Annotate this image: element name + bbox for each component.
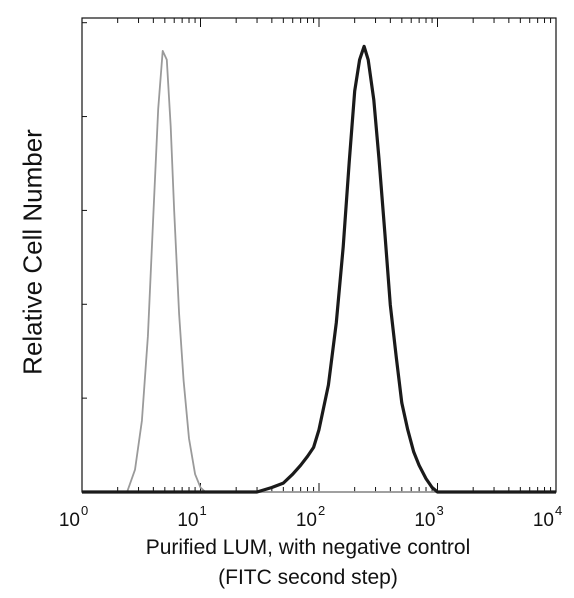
- x-tick-label: 10 2: [296, 503, 325, 531]
- x-tick-label-base: 10: [414, 510, 435, 531]
- x-tick-label-base: 10: [59, 510, 80, 531]
- series-line-lum: [82, 44, 556, 494]
- x-tick-label-exponent: 4: [555, 503, 562, 518]
- x-tick-label-exponent: 0: [81, 503, 88, 518]
- x-tick-label-base: 10: [177, 510, 198, 531]
- x-axis-label: Purified LUM, with negative control: [145, 536, 471, 559]
- x-tick-label-exponent: 3: [437, 503, 444, 518]
- x-axis-ticks: [81, 18, 557, 492]
- series-layer: [82, 44, 556, 494]
- x-tick-label-base: 10: [296, 510, 317, 531]
- series-line-negative-control: [82, 50, 556, 493]
- x-tick-label-exponent: 1: [200, 503, 207, 518]
- x-tick-label: 10 4: [533, 503, 562, 531]
- x-tick-label: 10 3: [414, 503, 443, 531]
- x-tick-label-exponent: 2: [318, 503, 325, 518]
- plot-frame: [81, 17, 557, 493]
- y-axis-ticks: [82, 22, 87, 399]
- y-axis-label: Relative Cell Number: [17, 129, 48, 375]
- x-axis-tick-labels: 10 0 10 1 10 2 10 3 10 4: [59, 503, 562, 531]
- x-axis-label-note: (FITC second step): [218, 566, 398, 589]
- x-tick-label-base: 10: [533, 510, 554, 531]
- x-tick-label: 10 0: [59, 503, 88, 531]
- x-tick-label: 10 1: [177, 503, 206, 531]
